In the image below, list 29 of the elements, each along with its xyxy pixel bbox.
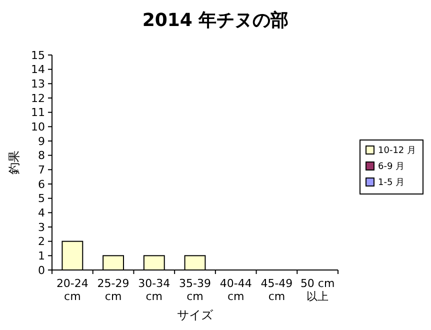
x-axis-title: サイズ: [177, 308, 214, 322]
y-tick-label: 6: [38, 178, 45, 191]
y-tick-label: 0: [38, 264, 45, 277]
y-tick-label: 3: [38, 220, 45, 234]
y-tick-label: 11: [31, 106, 45, 120]
y-tick-label: 5: [38, 192, 45, 206]
y-tick-label: 2: [38, 235, 45, 248]
y-tick-label: 10: [31, 120, 45, 134]
y-tick-label: 7: [38, 164, 45, 177]
x-tick-label: 35-39 cm: [179, 277, 211, 303]
y-axis-title: 釣果: [7, 150, 21, 174]
x-tick-label: 25-29 cm: [97, 277, 130, 303]
chart-title: 2014 年チヌの部: [142, 10, 289, 31]
y-tick-label: 12: [31, 92, 45, 105]
y-tick-label: 1: [38, 250, 45, 263]
x-tick-label: 30-34 cm: [138, 277, 170, 303]
legend-label: 1-5 月: [378, 178, 405, 188]
y-tick-label: 9: [38, 134, 45, 148]
y-tick-label: 4: [38, 206, 45, 220]
x-tick-label: 45-49 cm: [260, 277, 293, 303]
legend-label: 6-9 月: [378, 162, 405, 172]
y-tick-label: 13: [31, 78, 45, 91]
x-tick-label: 40-44 cm: [220, 277, 252, 303]
y-tick-label: 14: [31, 63, 45, 76]
y-tick-label: 15: [31, 48, 45, 62]
y-tick-label: 8: [38, 149, 45, 162]
x-tick-label: 20-24 cm: [56, 277, 88, 303]
legend-label: 10-12 月: [378, 146, 416, 156]
x-tick-label: 50 cm 以上: [300, 277, 335, 303]
